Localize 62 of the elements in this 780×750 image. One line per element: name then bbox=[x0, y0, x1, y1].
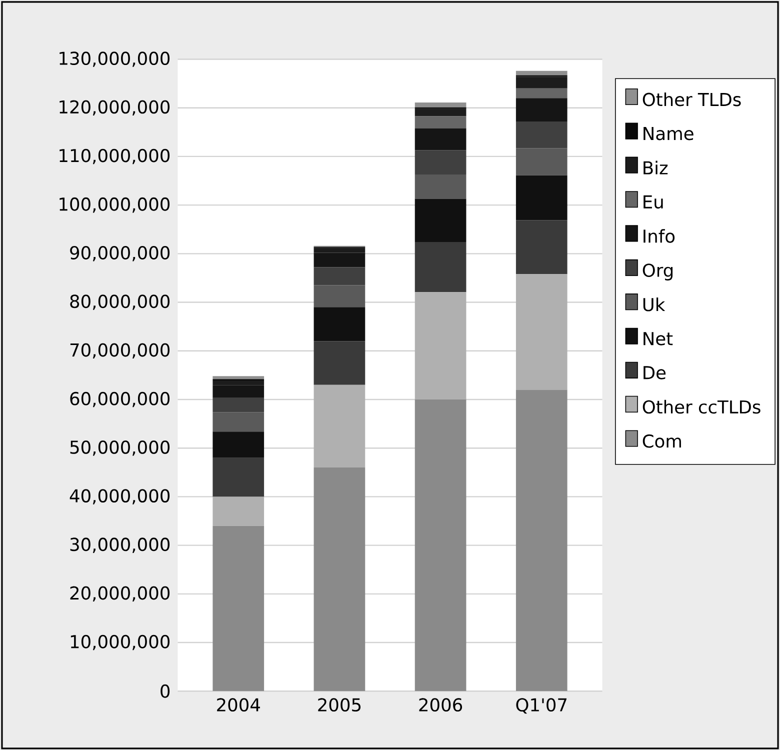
bar bbox=[414, 102, 466, 108]
legend-label: Other TLDs bbox=[642, 92, 741, 106]
bar bbox=[516, 148, 568, 176]
legend-label: Net bbox=[644, 332, 673, 346]
bar bbox=[414, 150, 466, 174]
bar bbox=[516, 390, 568, 691]
y-tick-label: 130,000,000 bbox=[60, 51, 170, 67]
bar bbox=[414, 242, 466, 292]
bar bbox=[212, 412, 264, 432]
bar bbox=[414, 174, 466, 199]
bar bbox=[516, 274, 568, 390]
bar bbox=[516, 175, 568, 220]
bar bbox=[212, 458, 264, 497]
bar bbox=[516, 121, 568, 148]
y-tick-label: 100,000,000 bbox=[60, 197, 170, 213]
bar bbox=[314, 384, 366, 468]
y-tick-label: 10,000,000 bbox=[70, 634, 170, 650]
bar bbox=[314, 267, 366, 286]
x-tick-label: 2004 bbox=[217, 698, 260, 712]
legend-label: Name bbox=[644, 126, 694, 140]
legend-label: De bbox=[644, 366, 666, 380]
bar bbox=[314, 306, 366, 341]
legend-label: Eu bbox=[644, 195, 663, 208]
bar bbox=[314, 467, 366, 691]
bar bbox=[516, 88, 568, 98]
bar bbox=[212, 397, 264, 412]
bar bbox=[414, 198, 466, 242]
y-tick-label: 90,000,000 bbox=[70, 246, 170, 262]
y-tick-label: 80,000,000 bbox=[70, 294, 170, 310]
y-tick-label: 60,000,000 bbox=[70, 392, 170, 407]
bar bbox=[516, 70, 568, 76]
legend-label: Com bbox=[642, 434, 681, 448]
legend-label: Org bbox=[642, 263, 673, 280]
legend-label: Uk bbox=[643, 297, 666, 312]
legend-label: Info bbox=[644, 228, 675, 243]
bar bbox=[314, 285, 366, 307]
bar bbox=[212, 526, 264, 691]
y-tick-label: 120,000,000 bbox=[60, 100, 170, 116]
bar bbox=[516, 76, 568, 88]
bar bbox=[414, 292, 466, 400]
y-tick-label: 0 bbox=[160, 684, 170, 698]
bar bbox=[414, 116, 466, 128]
bar bbox=[516, 98, 568, 122]
y-tick-label: 40,000,000 bbox=[70, 488, 170, 504]
bar bbox=[212, 496, 264, 526]
x-tick-label: 2005 bbox=[318, 698, 361, 712]
y-tick-label: 20,000,000 bbox=[70, 586, 170, 602]
x-tick-label: Q1'07 bbox=[516, 698, 566, 714]
bar bbox=[212, 431, 264, 458]
bar bbox=[414, 399, 466, 691]
x-tick-label: 2006 bbox=[419, 698, 462, 712]
bar bbox=[516, 220, 568, 274]
y-tick-label: 70,000,000 bbox=[70, 343, 170, 358]
y-tick-label: 30,000,000 bbox=[70, 537, 170, 553]
legend-label: Biz bbox=[644, 160, 668, 174]
y-tick-label: 110,000,000 bbox=[60, 148, 170, 164]
bar bbox=[212, 376, 264, 379]
bar bbox=[414, 108, 466, 116]
bar bbox=[414, 128, 466, 150]
bar bbox=[314, 340, 366, 385]
legend-label: Other ccTLDs bbox=[642, 400, 760, 414]
y-tick-label: 50,000,000 bbox=[70, 440, 170, 456]
